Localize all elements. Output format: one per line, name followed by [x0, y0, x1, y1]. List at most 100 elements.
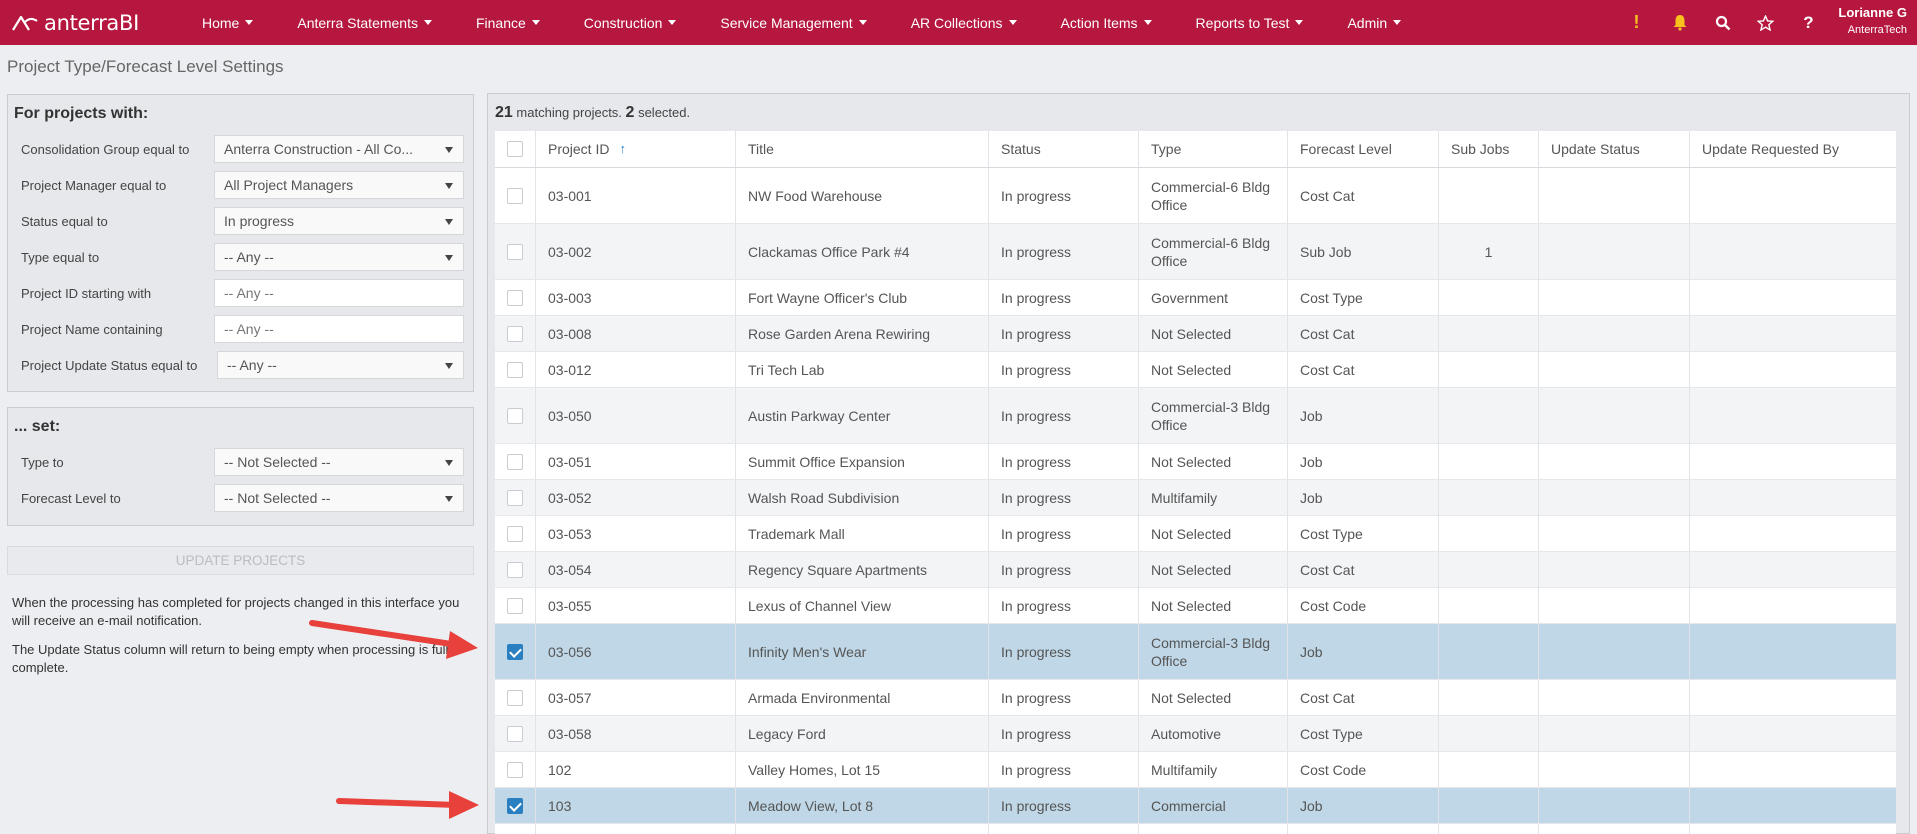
nav-service-management[interactable]: Service Management — [698, 0, 888, 45]
column-header-type[interactable]: Type — [1139, 131, 1288, 167]
column-header-project-id[interactable]: Project ID ↑ — [536, 131, 736, 167]
cell-update-status — [1539, 588, 1690, 623]
nav-finance[interactable]: Finance — [454, 0, 562, 45]
row-checkbox[interactable] — [507, 525, 523, 542]
nav-construction[interactable]: Construction — [562, 0, 699, 45]
star-icon[interactable] — [1744, 0, 1787, 45]
anterra-logo[interactable]: anterraBI — [10, 11, 180, 35]
column-header-forecast-level[interactable]: Forecast Level — [1288, 131, 1439, 167]
table-row[interactable]: 03-052 Walsh Road Subdivision In progress M… — [495, 480, 1896, 516]
row-checkbox[interactable] — [507, 243, 523, 260]
project-name-input[interactable]: -- Any -- — [214, 315, 464, 343]
set-type: Type to -- Not Selected -- — [8, 444, 473, 480]
row-checkbox[interactable] — [507, 561, 523, 578]
row-checkbox[interactable] — [507, 453, 523, 470]
matching-count: 21 — [495, 104, 513, 121]
table-row[interactable]: 03-051 Summit Office Expansion In progress… — [495, 444, 1896, 480]
nav-label: Home — [202, 14, 240, 31]
project-id-input[interactable]: -- Any -- — [214, 279, 464, 307]
sort-ascending-icon: ↑ — [619, 141, 626, 156]
table-row[interactable]: 03-003 Fort Wayne Officer's Club In progre… — [495, 280, 1896, 316]
row-checkbox[interactable] — [507, 407, 523, 424]
row-checkbox[interactable] — [507, 361, 523, 378]
column-header-update-status[interactable]: Update Status — [1539, 131, 1690, 167]
table-row[interactable]: 03-008 Rose Garden Arena Rewiring In progr… — [495, 316, 1896, 352]
caret-down-icon — [245, 20, 254, 25]
row-checkbox[interactable] — [507, 725, 523, 742]
table-row[interactable]: 03-056 Infinity Men's Wear In progress Comm… — [495, 624, 1896, 680]
bell-icon[interactable] — [1658, 0, 1701, 45]
nav-action-items[interactable]: Action Items — [1039, 0, 1174, 45]
update-status-select[interactable]: -- Any -- — [217, 351, 464, 379]
warning-icon[interactable]: ! — [1633, 12, 1640, 32]
nav-home[interactable]: Home — [180, 0, 275, 45]
type-select[interactable]: -- Any -- — [214, 243, 464, 271]
column-header-update-requested-by[interactable]: Update Requested By — [1702, 141, 1839, 157]
nav-label: Admin — [1347, 14, 1388, 31]
row-checkbox[interactable] — [507, 489, 523, 506]
column-header-status[interactable]: Status — [989, 131, 1139, 167]
table-row[interactable]: 03-057 Armada Environmental In progress Not… — [495, 680, 1896, 716]
nav-anterra-statements[interactable]: Anterra Statements — [275, 0, 454, 45]
nav-label: Construction — [583, 14, 663, 31]
cell-title: Trademark Mall — [736, 516, 989, 551]
set-forecast-level-select[interactable]: -- Not Selected -- — [214, 484, 464, 512]
cell-sub-jobs — [1439, 444, 1539, 479]
filter-heading: For projects with: — [14, 105, 149, 122]
filter-project-id: Project ID starting with -- Any -- — [8, 275, 473, 311]
set-heading: ... set: — [14, 418, 61, 435]
cell-update-requested-by — [1690, 352, 1896, 387]
status-select[interactable]: In progress — [214, 207, 464, 235]
table-row[interactable]: 102 Valley Homes, Lot 15 In progress Multif… — [495, 752, 1896, 788]
cell-update-status — [1539, 788, 1690, 823]
cell-sub-jobs — [1439, 824, 1539, 834]
row-checkbox[interactable] — [507, 325, 523, 342]
consolidation-group-select[interactable]: Anterra Construction - All Co... — [214, 135, 464, 163]
cell-update-requested-by — [1690, 552, 1896, 587]
nav-reports-to-test[interactable]: Reports to Test — [1174, 0, 1326, 45]
select-all-checkbox[interactable] — [507, 141, 523, 157]
filter-consolidation-group: Consolidation Group equal to Anterra Con… — [8, 131, 473, 167]
cell-forecast-level: Cost Cat — [1288, 352, 1439, 387]
cell-project-id: 03-054 — [536, 552, 736, 587]
table-row[interactable]: 03-002 Clackamas Office Park #4 In progres… — [495, 224, 1896, 280]
table-row[interactable]: 03-001 NW Food Warehouse In progress Commer… — [495, 168, 1896, 224]
table-row[interactable] — [495, 824, 1896, 834]
row-checkbox[interactable] — [507, 797, 523, 814]
row-checkbox[interactable] — [507, 597, 523, 614]
row-checkbox[interactable] — [507, 643, 523, 660]
cell-title: Walsh Road Subdivision — [736, 480, 989, 515]
caret-down-icon — [1295, 20, 1304, 25]
row-checkbox[interactable] — [507, 187, 523, 204]
column-header-title[interactable]: Title — [736, 131, 989, 167]
row-checkbox[interactable] — [507, 289, 523, 306]
table-row[interactable]: 03-055 Lexus of Channel View In progress No… — [495, 588, 1896, 624]
row-select-cell — [495, 824, 536, 834]
cell-type: Not Selected — [1139, 552, 1288, 587]
row-checkbox[interactable] — [507, 689, 523, 706]
cell-update-requested-by — [1690, 788, 1896, 823]
cell-status: In progress — [989, 624, 1139, 679]
cell-project-id: 03-012 — [536, 352, 736, 387]
project-manager-select[interactable]: All Project Managers — [214, 171, 464, 199]
cell-project-id: 03-056 — [536, 624, 736, 679]
table-row[interactable]: 03-053 Trademark Mall In progress Not Selec… — [495, 516, 1896, 552]
table-row[interactable]: 03-054 Regency Square Apartments In progre… — [495, 552, 1896, 588]
update-projects-button[interactable]: UPDATE PROJECTS — [7, 546, 474, 575]
search-icon[interactable] — [1701, 0, 1744, 45]
row-checkbox[interactable] — [507, 761, 523, 778]
column-header-sub-jobs[interactable]: Sub Jobs — [1439, 131, 1539, 167]
cell-type: Commercial-6 Bldg Office — [1139, 168, 1288, 223]
cell-type: Commercial-3 Bldg Office — [1139, 624, 1288, 679]
user-menu[interactable]: Lorianne G AnterraTech — [1838, 5, 1907, 36]
set-panel: ... set: Type to -- Not Selected -- Fore… — [7, 407, 474, 526]
nav-ar-collections[interactable]: AR Collections — [889, 0, 1039, 45]
cell-update-status — [1539, 680, 1690, 715]
table-row[interactable]: 03-012 Tri Tech Lab In progress Not Selecte… — [495, 352, 1896, 388]
help-icon[interactable]: ? — [1803, 12, 1814, 32]
table-row[interactable]: 103 Meadow View, Lot 8 In progress Commerci… — [495, 788, 1896, 824]
set-type-select[interactable]: -- Not Selected -- — [214, 448, 464, 476]
table-row[interactable]: 03-050 Austin Parkway Center In progress Co… — [495, 388, 1896, 444]
table-row[interactable]: 03-058 Legacy Ford In progress Automotive Co… — [495, 716, 1896, 752]
nav-admin[interactable]: Admin — [1325, 0, 1423, 45]
